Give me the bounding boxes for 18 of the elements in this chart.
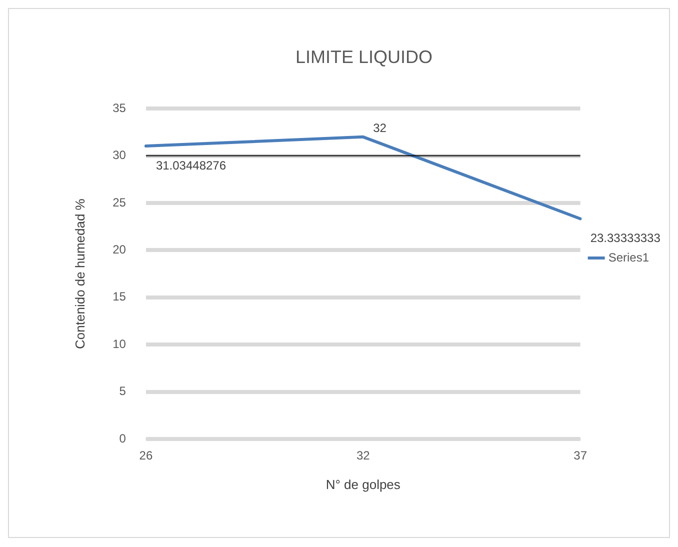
y-tick-label: 0 (119, 431, 126, 446)
x-axis-title: N° de golpes (326, 476, 401, 492)
x-tick-label: 26 (139, 448, 153, 463)
y-axis-title: Contenido de humedad % (72, 198, 88, 349)
legend-label: Series1 (608, 250, 650, 264)
x-tick-label: 32 (356, 448, 370, 463)
y-tick-label: 35 (112, 100, 126, 115)
y-tick-label: 20 (112, 242, 126, 257)
data-label: 23.33333333 (590, 231, 661, 246)
data-label: 32 (373, 121, 387, 136)
y-tick-label: 10 (112, 336, 126, 351)
y-tick-label: 15 (112, 290, 126, 304)
y-tick-label: 30 (112, 148, 126, 162)
chart-title: LIMITE LIQUIDO (295, 46, 433, 67)
x-tick-label: 37 (574, 448, 588, 463)
data-label: 31.03448276 (156, 158, 226, 172)
y-tick-label: 25 (112, 195, 126, 210)
y-tick-label: 5 (119, 384, 126, 398)
